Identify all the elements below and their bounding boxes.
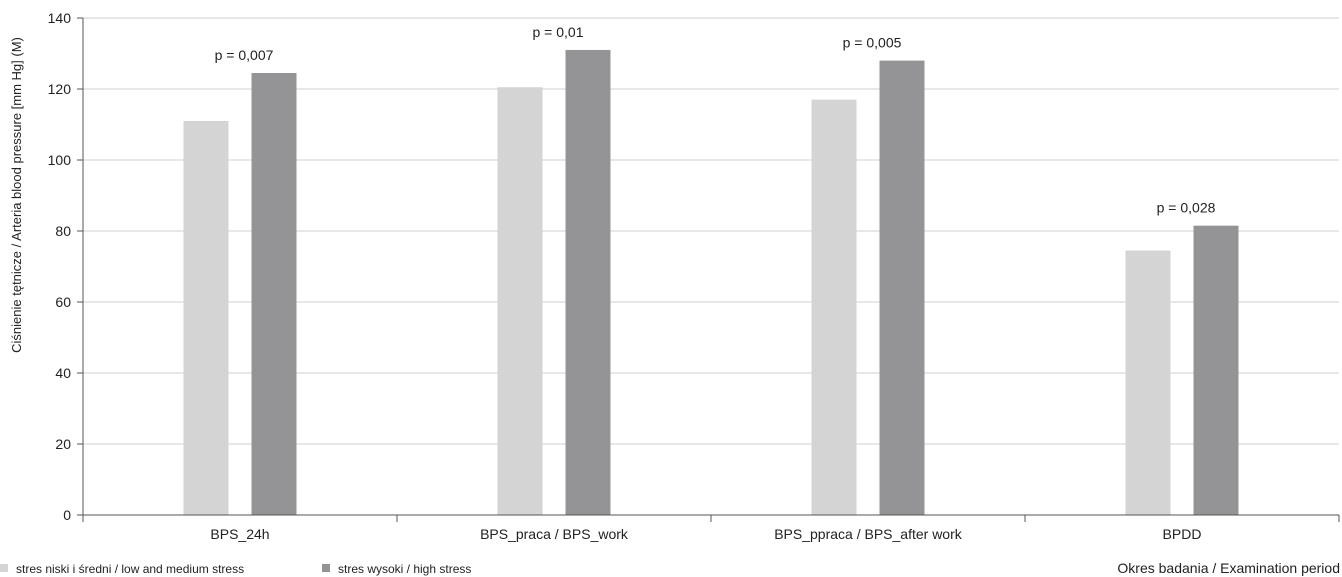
x-axis-label: Okres badania / Examination period [1117, 560, 1340, 576]
p-value-label: p = 0,01 [533, 24, 584, 40]
x-tick-label: BPS_praca / BPS_work [480, 526, 629, 542]
y-tick-label: 80 [55, 223, 71, 239]
y-tick-label: 20 [55, 436, 71, 452]
bar-high-stress [565, 49, 611, 515]
x-tick-label: BPS_ppraca / BPS_after work [774, 526, 963, 542]
bar-high-stress [1193, 225, 1239, 516]
x-tick-labels: BPS_24h BPS_praca / BPS_work BPS_ppraca / … [82, 515, 1340, 542]
y-tick-label: 140 [48, 10, 72, 26]
x-tick-label: BPS_24h [210, 526, 269, 542]
y-tick-label: 120 [48, 81, 72, 97]
p-value-label: p = 0,005 [843, 35, 902, 51]
bar-high-stress [251, 73, 297, 516]
y-axis-label: Ciśnienie tętnicze / Arteria blood press… [9, 37, 24, 353]
legend-label-high: stres wysoki / high stress [338, 562, 471, 576]
bar-high-stress [879, 60, 925, 515]
p-value-label: p = 0,007 [215, 47, 274, 63]
y-tick-labels: 0 20 40 60 80 100 120 140 [48, 10, 83, 523]
bar-low-medium-stress [1125, 250, 1171, 515]
p-value-annotations: p = 0,007 p = 0,01 p = 0,005 p = 0,028 [215, 24, 1216, 216]
x-tick-label: BPDD [1163, 526, 1202, 542]
bar-low-medium-stress [497, 87, 543, 515]
y-tick-label: 0 [63, 507, 71, 523]
legend-label-low-medium: stres niski i średni / low and medium st… [16, 562, 244, 576]
legend-swatch-low-medium [0, 564, 8, 572]
legend-swatch-high [322, 564, 330, 572]
legend: stres niski i średni / low and medium st… [0, 562, 471, 576]
y-tick-label: 60 [55, 294, 71, 310]
p-value-label: p = 0,028 [1157, 200, 1216, 216]
bar-low-medium-stress [183, 120, 229, 515]
bars [183, 49, 1239, 516]
y-tick-label: 40 [55, 365, 71, 381]
bar-low-medium-stress [811, 99, 857, 516]
y-tick-label: 100 [48, 152, 72, 168]
